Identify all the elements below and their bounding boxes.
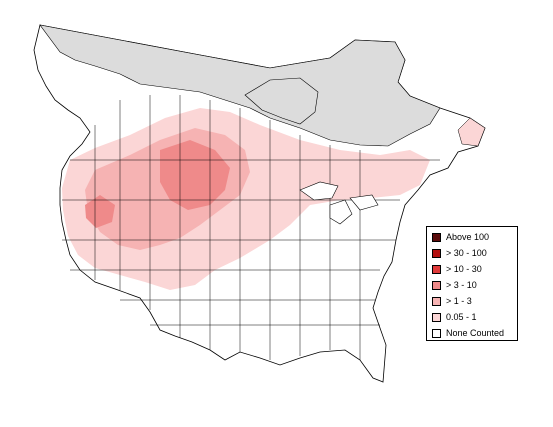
legend-label: Above 100 (446, 231, 490, 242)
legend-item-0-05-1: 0.05 - 1 (432, 311, 477, 323)
legend-label: 0.05 - 1 (446, 311, 477, 322)
legend-item-1-3: > 1 - 3 (432, 295, 472, 307)
legend-label: > 10 - 30 (446, 263, 482, 274)
legend-swatch (432, 264, 441, 274)
legend-swatch (432, 248, 441, 258)
legend-label: None Counted (446, 327, 505, 338)
legend-item-above-100: Above 100 (432, 231, 489, 243)
legend-item-10-30: > 10 - 30 (432, 263, 482, 275)
legend-swatch (432, 328, 441, 338)
hudson-bay (244, 77, 319, 125)
legend-swatch (432, 280, 441, 290)
legend-label: > 30 - 100 (446, 247, 487, 258)
no-data-region-arctic (39, 24, 441, 147)
abundance-hotspot-3-10-west (85, 195, 115, 228)
legend-item-3-10: > 3 - 10 (432, 279, 477, 291)
great-lakes (299, 181, 379, 225)
abundance-hotspot-3-10 (160, 140, 230, 210)
legend-label: > 1 - 3 (446, 295, 472, 306)
abundance-newfoundland (457, 117, 486, 147)
political-borders (62, 95, 440, 360)
legend-item-none-counted: None Counted (432, 327, 504, 339)
legend: Above 100 > 30 - 100 > 10 - 30 > 3 - 10 … (426, 226, 518, 341)
legend-swatch (432, 296, 441, 306)
legend-swatch (432, 232, 441, 242)
legend-item-30-100: > 30 - 100 (432, 247, 487, 259)
legend-swatch (432, 312, 441, 322)
legend-label: > 3 - 10 (446, 279, 477, 290)
